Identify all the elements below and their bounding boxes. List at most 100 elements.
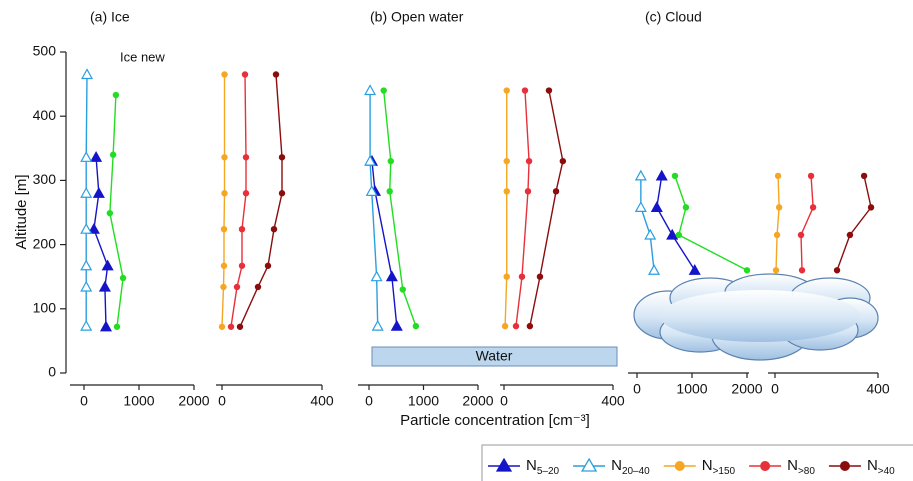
x-tick-label: 1000	[123, 393, 154, 409]
data-point	[380, 87, 387, 94]
data-point	[772, 267, 780, 274]
data-point	[775, 204, 783, 211]
data-point	[797, 231, 805, 239]
data-point	[525, 157, 533, 165]
data-point	[90, 151, 103, 162]
x-tick-label: 0	[500, 393, 508, 409]
y-tick-label: 300	[33, 171, 57, 187]
profile-line	[93, 157, 109, 327]
x-tick-label: 400	[601, 393, 625, 409]
data-point	[370, 270, 383, 282]
data-point	[833, 267, 841, 274]
data-point	[688, 264, 701, 275]
x-tick-label: 2000	[731, 381, 762, 397]
y-tick-label: 0	[48, 364, 56, 380]
data-point	[385, 270, 398, 282]
data-point	[80, 319, 93, 331]
legend-label: N>80	[787, 457, 815, 477]
x-tick-label: 1000	[676, 381, 707, 397]
x-tick-label: 2000	[462, 393, 493, 409]
data-point	[92, 187, 105, 198]
data-point	[270, 225, 278, 233]
data-point	[119, 274, 127, 282]
data-point	[364, 84, 377, 96]
data-point	[655, 169, 668, 181]
profile-line	[529, 90, 564, 327]
data-point	[81, 68, 94, 80]
profile-line	[239, 74, 283, 328]
data-point	[399, 286, 406, 293]
profile-line	[836, 175, 872, 271]
data-point	[221, 71, 228, 78]
data-point	[98, 280, 111, 292]
panel-title: (a) Ice	[90, 9, 130, 25]
x-tick-label: 0	[633, 381, 641, 397]
profile-line	[674, 175, 748, 271]
data-point	[807, 172, 815, 180]
data-point	[278, 190, 286, 197]
legend-box	[481, 444, 913, 481]
data-point	[521, 87, 529, 94]
cloud-illustration	[633, 273, 879, 361]
profile-line	[515, 90, 530, 327]
data-point	[112, 91, 120, 99]
panel-title: (b) Open water	[370, 9, 464, 25]
data-point	[80, 259, 93, 271]
data-point	[113, 323, 121, 330]
data-point	[241, 71, 249, 78]
data-point	[371, 319, 384, 331]
data-point	[220, 283, 227, 291]
profile-line	[656, 175, 696, 271]
data-point	[80, 187, 93, 198]
data-point	[390, 319, 403, 331]
data-point	[80, 280, 93, 292]
data-point	[264, 262, 272, 269]
data-point	[221, 154, 228, 161]
data-point	[364, 154, 377, 166]
data-point	[512, 322, 520, 330]
y-tick-label: 500	[33, 43, 57, 59]
data-point	[773, 231, 781, 239]
data-point	[101, 259, 114, 271]
y-axis-label: Altitude [m]	[13, 174, 30, 249]
data-point	[503, 157, 510, 165]
profile-line	[504, 90, 508, 327]
legend-marker	[839, 461, 850, 471]
data-point	[242, 190, 250, 197]
legend-label: N>40	[867, 457, 895, 477]
legend-marker	[495, 457, 513, 472]
legend-marker	[674, 461, 685, 471]
water-label: Water	[476, 348, 513, 364]
data-point	[518, 273, 526, 280]
data-point	[99, 320, 113, 332]
data-point	[238, 262, 246, 269]
profile-line	[371, 161, 398, 327]
y-tick-label: 400	[33, 107, 57, 123]
x-tick-label: 2000	[178, 393, 209, 409]
data-point	[387, 157, 394, 165]
data-point	[503, 87, 510, 94]
legend-label: N5–20	[526, 457, 560, 477]
data-point	[503, 188, 510, 195]
y-tick-label: 200	[33, 235, 57, 251]
data-point	[80, 151, 93, 162]
profile-line	[369, 90, 379, 327]
ice-annotation: Ice new	[120, 49, 165, 64]
data-point	[634, 169, 647, 181]
data-point	[236, 323, 244, 330]
data-point	[272, 71, 280, 78]
x-tick-label: 0	[80, 393, 88, 409]
data-point	[109, 151, 117, 158]
data-point	[106, 209, 114, 217]
x-tick-label: 0	[365, 393, 373, 409]
data-point	[798, 267, 806, 274]
data-point	[774, 172, 782, 180]
data-point	[87, 222, 100, 234]
data-point	[650, 201, 663, 212]
data-point	[867, 204, 875, 211]
data-point	[254, 283, 262, 291]
data-point	[524, 188, 532, 195]
legend-marker	[580, 457, 598, 472]
data-point	[80, 222, 93, 234]
